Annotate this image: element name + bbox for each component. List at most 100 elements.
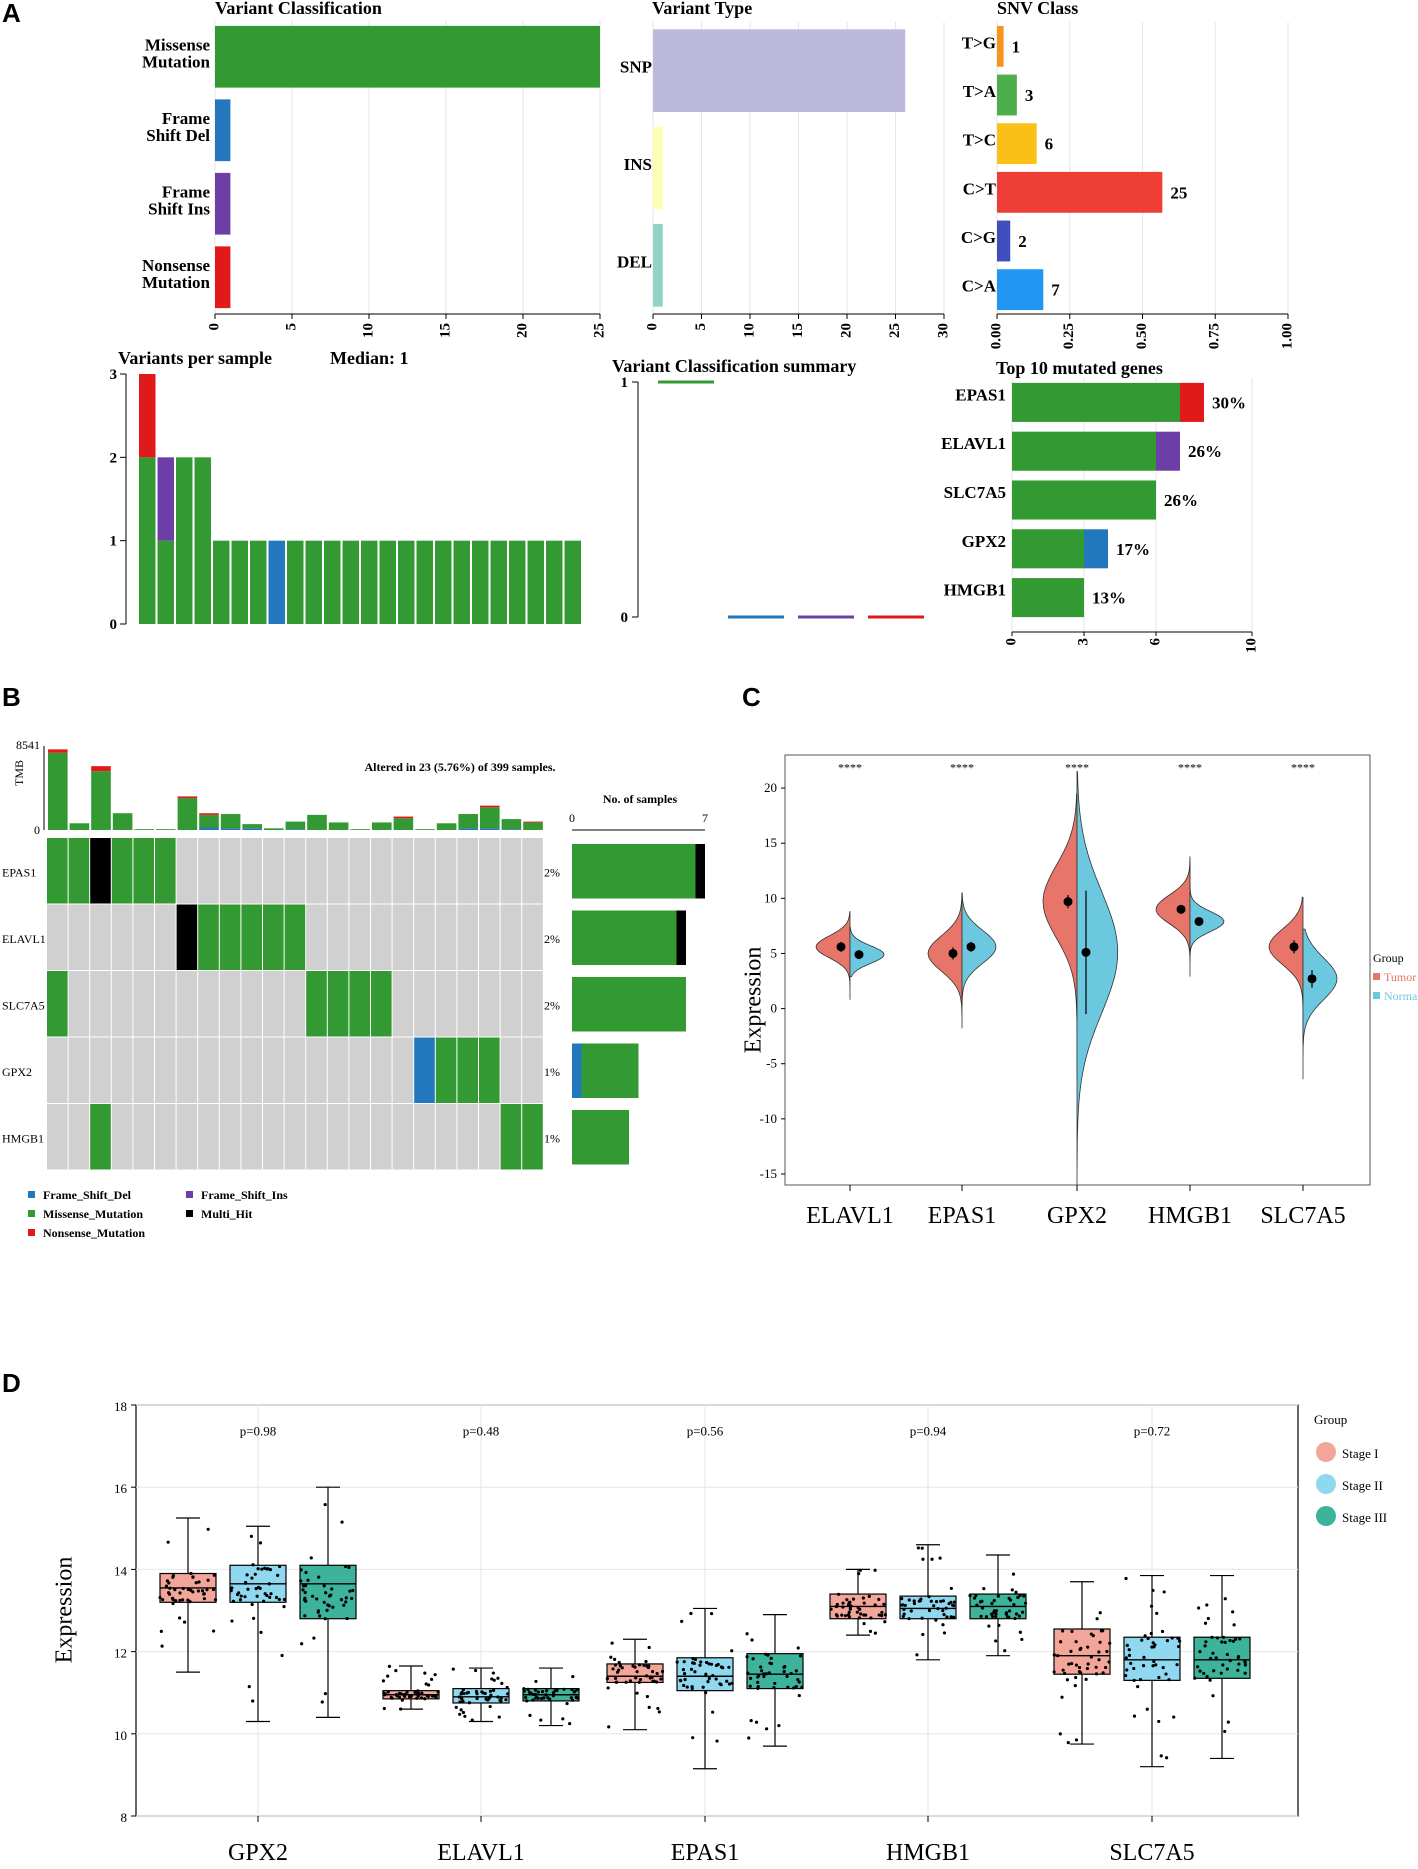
jitter-point xyxy=(1231,1639,1236,1643)
jitter-point xyxy=(1074,1675,1078,1680)
bar-segment xyxy=(1156,431,1180,471)
jitter-point xyxy=(1143,1634,1147,1638)
jitter-point xyxy=(862,1601,866,1605)
side-bar-segment xyxy=(572,1043,582,1098)
oncoplot-cell xyxy=(155,904,176,970)
jitter-point xyxy=(1206,1616,1210,1621)
jitter-point xyxy=(276,1573,280,1577)
category-label: DEL xyxy=(617,252,652,271)
jitter-point xyxy=(488,1689,493,1693)
jitter-point xyxy=(400,1698,404,1702)
bar-segment xyxy=(509,540,526,624)
legend-label: Stage I xyxy=(1342,1446,1378,1461)
jitter-point xyxy=(765,1727,769,1731)
variant-type-chart: Variant Type 0 5 10 15 20 25 30 SNP INS DEL xyxy=(617,0,951,338)
jitter-point xyxy=(762,1674,766,1679)
jitter-point xyxy=(1086,1645,1090,1649)
jitter-point xyxy=(996,1594,1000,1598)
jitter-point xyxy=(342,1603,346,1607)
jitter-point xyxy=(382,1706,386,1711)
jitter-point xyxy=(936,1607,940,1611)
jitter-point xyxy=(254,1587,258,1591)
jitter-point xyxy=(191,1590,195,1594)
oncoplot-cell xyxy=(349,904,370,970)
oncoplot-cell xyxy=(306,971,327,1037)
jitter-point xyxy=(683,1677,687,1682)
jitter-point xyxy=(1061,1668,1065,1672)
jitter-point xyxy=(344,1596,348,1600)
jitter-point xyxy=(528,1713,532,1717)
jitter-point xyxy=(656,1706,660,1711)
oncoplot-cell xyxy=(479,1037,500,1103)
bar-segment xyxy=(1012,480,1156,520)
normal-violin-half xyxy=(1302,928,1338,1080)
oncoplot-cell xyxy=(327,904,349,970)
mean-point xyxy=(966,942,976,952)
jitter-point xyxy=(655,1671,659,1676)
bar-segment xyxy=(472,540,489,624)
jitter-point xyxy=(907,1617,911,1621)
jitter-point xyxy=(299,1579,303,1583)
percent-label: 26% xyxy=(1188,442,1222,461)
significance-label: **** xyxy=(838,761,862,775)
jitter-point xyxy=(689,1667,694,1671)
jitter-point xyxy=(251,1699,255,1703)
oncoplot-cell xyxy=(133,971,154,1037)
oncoplot-cell xyxy=(133,904,154,970)
oncoplot-cell xyxy=(435,1037,457,1103)
bar xyxy=(215,246,231,309)
bar xyxy=(997,269,1044,311)
box xyxy=(1053,1628,1111,1675)
jitter-point xyxy=(1127,1648,1131,1652)
oncoplot-cell xyxy=(68,1037,90,1103)
jitter-point xyxy=(1196,1665,1200,1669)
bar-segment xyxy=(1012,431,1156,471)
jitter-point xyxy=(258,1541,263,1545)
jitter-point xyxy=(609,1655,613,1659)
jitter-point xyxy=(869,1616,873,1620)
jitter-point xyxy=(171,1601,175,1606)
oncoplot-cell xyxy=(198,1104,219,1170)
x-tick-label: 25 xyxy=(887,323,903,338)
jitter-point xyxy=(255,1594,259,1598)
x-tick-label: 5 xyxy=(693,323,709,331)
jitter-point xyxy=(531,1692,536,1697)
oncoplot-cell xyxy=(155,1104,176,1170)
jitter-point xyxy=(1208,1678,1212,1682)
jitter-point xyxy=(574,1695,579,1699)
jitter-point xyxy=(323,1617,327,1621)
jitter-point xyxy=(460,1697,464,1701)
jitter-point xyxy=(1073,1684,1077,1688)
jitter-point xyxy=(1197,1606,1201,1610)
bar xyxy=(653,29,906,113)
oncoplot-cell xyxy=(349,1104,370,1170)
jitter-point xyxy=(725,1679,729,1683)
jitter-point xyxy=(727,1665,731,1669)
legend-label: Nonsense_Mutation xyxy=(43,1226,145,1240)
side-bar-segment xyxy=(581,1043,639,1098)
variants-per-sample-chart: Variants per sample Median: 1 0 1 2 3 xyxy=(110,348,581,633)
jitter-point xyxy=(1012,1602,1016,1607)
tmb-bar-segment xyxy=(242,828,262,830)
jitter-point xyxy=(168,1586,172,1590)
jitter-point xyxy=(1098,1611,1102,1615)
panel-label-c: C xyxy=(742,682,761,712)
bar xyxy=(215,172,231,235)
oncoplot-cell xyxy=(241,1104,262,1170)
jitter-point xyxy=(920,1616,924,1620)
jitter-point xyxy=(645,1694,649,1699)
jitter-point xyxy=(1167,1678,1171,1682)
oncoplot-cell xyxy=(219,904,241,970)
jitter-point xyxy=(706,1679,710,1684)
jitter-point xyxy=(846,1613,850,1617)
jitter-point xyxy=(647,1705,651,1709)
jitter-point xyxy=(323,1502,327,1507)
legend-label: Frame_Shift_Del xyxy=(43,1188,132,1202)
y-tick-label: 1 xyxy=(621,375,629,391)
x-tick-label: 10 xyxy=(360,323,376,338)
jitter-point xyxy=(1059,1640,1063,1644)
jitter-point xyxy=(1159,1754,1163,1758)
oncoplot-cell xyxy=(68,1104,90,1170)
jitter-point xyxy=(762,1672,767,1676)
jitter-point xyxy=(1176,1636,1180,1640)
